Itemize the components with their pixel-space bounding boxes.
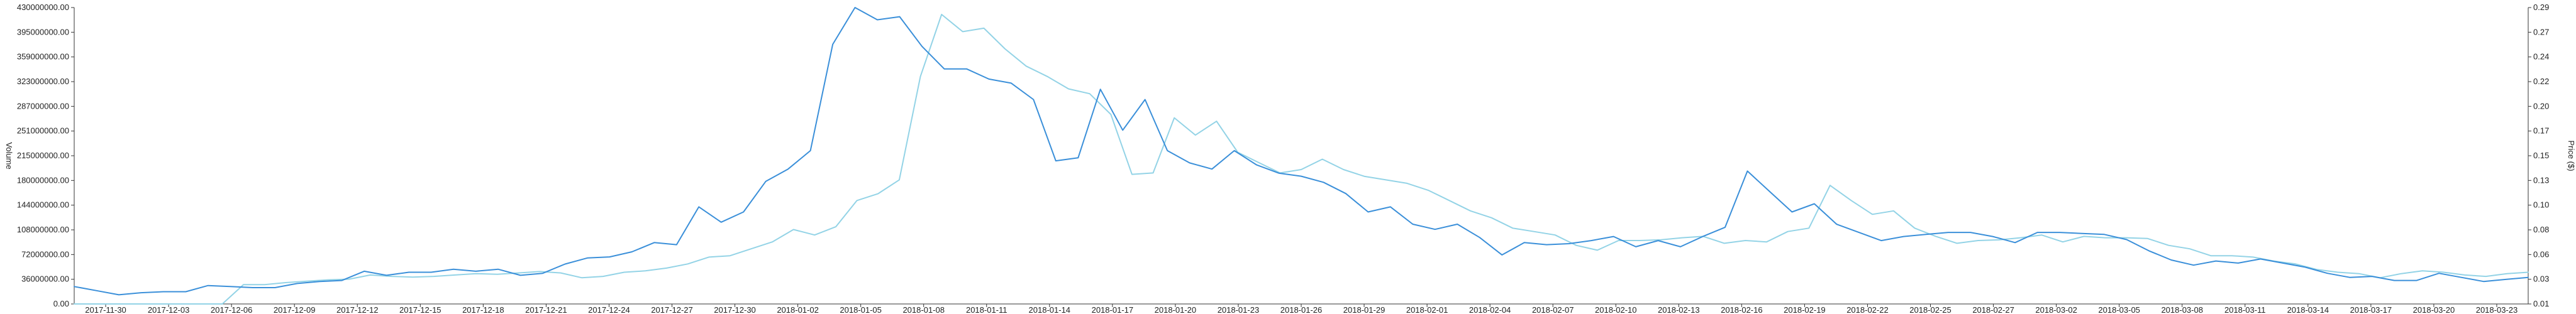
x-tick-label: 2017-12-21 xyxy=(525,305,567,314)
y-left-tick-label: 72000000.00 xyxy=(21,249,69,259)
x-tick-label: 2017-12-24 xyxy=(588,305,630,314)
x-tick-label: 2017-12-30 xyxy=(714,305,756,314)
x-tick-label: 2018-03-14 xyxy=(2287,305,2329,314)
series-line-price xyxy=(74,7,2529,296)
y-right-tick-label: 0.27 xyxy=(2533,27,2549,36)
y-right-tick-label: 0.10 xyxy=(2533,200,2549,210)
x-tick-label: 2018-02-22 xyxy=(1846,305,1889,314)
x-tick-label: 2017-12-09 xyxy=(274,305,316,314)
x-tick-label: 2018-03-17 xyxy=(2350,305,2392,314)
x-tick-label: 2018-01-20 xyxy=(1155,305,1197,314)
y-axis-left-title: Volume xyxy=(4,142,14,169)
y-right-tick-label: 0.06 xyxy=(2533,249,2549,259)
x-tick-label: 2018-01-02 xyxy=(777,305,819,314)
x-tick-label: 2018-01-23 xyxy=(1218,305,1260,314)
y-right-tick-label: 0.29 xyxy=(2533,3,2549,12)
x-axis-ticks: 2017-11-30 2017-12-03 2017-12-06 2017-12-09… xyxy=(85,304,2518,314)
x-tick-label: 2018-03-11 xyxy=(2224,305,2266,314)
x-tick-label: 2018-01-11 xyxy=(966,305,1008,314)
y-left-tick-label: 36000000.00 xyxy=(21,274,69,284)
y-right-tick-label: 0.01 xyxy=(2533,299,2549,308)
y-right-tick-label: 0.17 xyxy=(2533,126,2549,136)
x-tick-label: 2018-02-10 xyxy=(1595,305,1637,314)
y-right-tick-label: 0.03 xyxy=(2533,274,2549,284)
y-left-tick-label: 144000000.00 xyxy=(17,200,69,210)
x-tick-label: 2018-01-17 xyxy=(1092,305,1134,314)
x-tick-label: 2018-02-19 xyxy=(1784,305,1826,314)
x-tick-label: 2018-01-14 xyxy=(1029,305,1071,314)
x-tick-label: 2018-03-05 xyxy=(2098,305,2140,314)
y-left-tick-label: 215000000.00 xyxy=(17,151,69,160)
x-tick-label: 2018-02-16 xyxy=(1721,305,1763,314)
y-right-tick-label: 0.08 xyxy=(2533,225,2549,234)
y-left-tick-label: 180000000.00 xyxy=(17,175,69,185)
x-tick-label: 2018-01-29 xyxy=(1343,305,1385,314)
x-tick-label: 2018-02-01 xyxy=(1406,305,1448,314)
x-tick-label: 2018-02-25 xyxy=(1909,305,1951,314)
x-tick-label: 2018-03-08 xyxy=(2161,305,2203,314)
series-group xyxy=(74,7,2529,305)
x-tick-label: 2018-01-05 xyxy=(840,305,882,314)
y-axis-left-ticks: 0.00 36000000.00 72000000.00 108000000.00 14… xyxy=(17,3,74,308)
y-left-tick-label: 430000000.00 xyxy=(17,3,69,12)
y-left-tick-label: 323000000.00 xyxy=(17,77,69,86)
x-tick-label: 2018-03-23 xyxy=(2476,305,2518,314)
y-right-tick-label: 0.20 xyxy=(2533,101,2549,111)
x-tick-label: 2017-12-12 xyxy=(336,305,379,314)
x-tick-label: 2018-01-26 xyxy=(1280,305,1323,314)
y-left-tick-label: 359000000.00 xyxy=(17,52,69,62)
y-right-tick-label: 0.22 xyxy=(2533,77,2549,86)
y-left-tick-label: 108000000.00 xyxy=(17,225,69,234)
x-tick-label: 2017-12-27 xyxy=(651,305,693,314)
y-right-tick-label: 0.13 xyxy=(2533,175,2549,185)
y-axis-right-ticks: 0.01 0.03 0.06 0.08 0.10 0.13 0.15 0.17 0.20 0.22… xyxy=(2528,3,2549,308)
x-tick-label: 2018-02-04 xyxy=(1469,305,1511,314)
x-tick-label: 2017-12-06 xyxy=(211,305,253,314)
x-tick-label: 2017-12-15 xyxy=(399,305,441,314)
x-tick-label: 2018-03-20 xyxy=(2413,305,2455,314)
x-tick-label: 2018-01-08 xyxy=(902,305,945,314)
y-right-tick-label: 0.24 xyxy=(2533,52,2549,62)
x-tick-label: 2018-02-07 xyxy=(1532,305,1574,314)
x-tick-label: 2017-12-18 xyxy=(462,305,504,314)
x-tick-label: 2018-02-27 xyxy=(1972,305,2014,314)
y-left-tick-label: 251000000.00 xyxy=(17,126,69,136)
chart-axes xyxy=(74,8,2529,305)
y-axis-right-title: Price ($) xyxy=(2567,140,2576,171)
x-tick-label: 2017-11-30 xyxy=(85,305,126,314)
series-line-volume xyxy=(74,14,2529,305)
x-tick-label: 2018-02-13 xyxy=(1658,305,1700,314)
y-left-tick-label: 395000000.00 xyxy=(17,27,69,36)
x-tick-label: 2018-03-02 xyxy=(2035,305,2077,314)
y-right-tick-label: 0.15 xyxy=(2533,151,2549,160)
y-left-tick-label: 287000000.00 xyxy=(17,101,69,111)
y-left-tick-label: 0.00 xyxy=(53,299,69,308)
x-tick-label: 2017-12-03 xyxy=(148,305,190,314)
